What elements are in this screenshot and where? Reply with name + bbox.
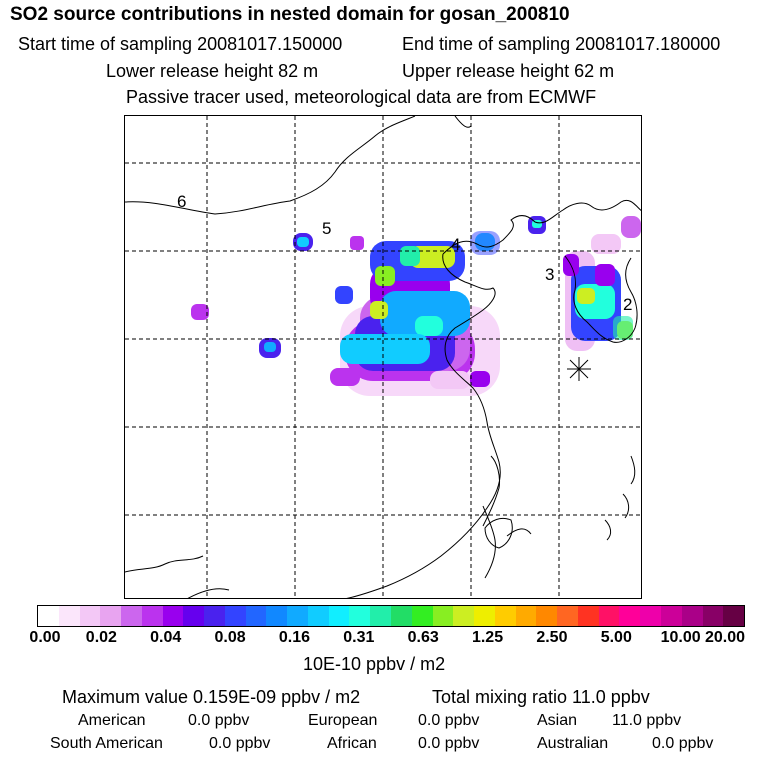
color-scale-swatch (598, 606, 620, 626)
region-label-6: 6 (177, 192, 186, 211)
page-title: SO2 source contributions in nested domai… (10, 4, 570, 25)
region-label-4: 4 (451, 235, 460, 254)
color-scale-swatch (307, 606, 329, 626)
color-scale-swatch (660, 606, 682, 626)
european-value: 0.0 ppbv (418, 712, 480, 729)
coastline-layer (125, 116, 641, 598)
african-label: African (327, 735, 377, 752)
color-scale-swatch (141, 606, 163, 626)
max-value-label: Maximum value 0.159E-09 ppbv / m2 (62, 687, 361, 707)
color-scale-swatch (79, 606, 101, 626)
color-scale-swatch (287, 606, 308, 626)
region-label-5: 5 (322, 219, 331, 238)
region-label-2: 2 (623, 295, 632, 314)
american-value: 0.0 ppbv (188, 712, 250, 729)
color-scale-tick-label: 0.63 (407, 629, 439, 646)
color-scale-tick-label: 10.00 (660, 629, 701, 646)
color-scale-swatch (349, 606, 371, 626)
color-scale-swatch (204, 606, 225, 626)
color-scale-tick-label: 0.16 (278, 629, 311, 646)
lower-release-label: Lower release height 82 m (106, 61, 319, 81)
color-scale-swatch (370, 606, 392, 626)
american-label: American (78, 712, 146, 729)
color-scale-swatch (453, 606, 475, 626)
color-scale-swatch (411, 606, 433, 626)
color-scale-swatch (702, 606, 724, 626)
color-scale-swatch (121, 606, 142, 626)
color-scale-tick-label: 0.04 (150, 629, 182, 646)
color-scale-tick-label: 5.00 (600, 629, 632, 646)
color-scale-tick-label: 0.31 (343, 629, 375, 646)
color-scale-swatch (432, 606, 454, 626)
lat-lon-grid (125, 116, 641, 598)
color-scale-swatch (681, 606, 703, 626)
asian-value: 11.0 ppbv (612, 712, 682, 729)
region-label-3: 3 (545, 265, 554, 284)
color-scale-swatch (723, 606, 745, 626)
color-scale-bar (37, 605, 745, 627)
color-scale-swatch (557, 606, 578, 626)
color-scale-swatch (474, 606, 495, 626)
color-scale-tick-label: 2.50 (536, 629, 568, 646)
receptor-star-icon (567, 357, 591, 381)
upper-release-label: Upper release height 62 m (402, 61, 615, 81)
color-scale-swatch (640, 606, 661, 626)
color-scale-swatch (577, 606, 599, 626)
tracer-note: Passive tracer used, meteorological data… (126, 87, 597, 107)
color-scale-swatch (515, 606, 537, 626)
total-mixing-label: Total mixing ratio 11.0 ppbv (432, 687, 650, 707)
australian-value: 0.0 ppbv (652, 735, 714, 752)
australian-label: Australian (537, 735, 609, 752)
color-scale-swatch (58, 606, 80, 626)
color-scale-swatch (162, 606, 184, 626)
color-scale-tick-label: 0.08 (214, 629, 246, 646)
start-time-label: Start time of sampling 20081017.150000 (18, 34, 343, 54)
map-canvas: 6 5 4 3 2 (125, 116, 641, 598)
color-scale-tick-label: 0.00 (29, 629, 61, 646)
end-time-label: End time of sampling 20081017.180000 (402, 34, 721, 54)
color-scale-tick-label: 0.02 (85, 629, 117, 646)
color-scale-swatch (224, 606, 246, 626)
color-scale-swatch (328, 606, 350, 626)
color-scale-swatch (100, 606, 122, 626)
european-label: European (308, 712, 378, 729)
color-scale-swatch (536, 606, 558, 626)
color-scale-swatch (266, 606, 288, 626)
map-panel: 6 5 4 3 2 (124, 115, 642, 599)
color-scale-unit: 10E-10 ppbv / m2 (303, 654, 446, 674)
color-scale-swatch (245, 606, 267, 626)
african-value: 0.0 ppbv (418, 735, 480, 752)
asian-label: Asian (537, 712, 578, 729)
color-scale-swatch (391, 606, 412, 626)
color-scale-tick-label: 1.25 (471, 629, 504, 646)
south-american-label: South American (50, 735, 163, 752)
color-scale-swatch (183, 606, 205, 626)
color-scale-tick-label: 20.00 (704, 629, 746, 646)
color-scale-swatch (619, 606, 641, 626)
color-scale-swatch (38, 606, 59, 626)
color-scale-swatch (494, 606, 516, 626)
south-american-value: 0.0 ppbv (209, 735, 271, 752)
